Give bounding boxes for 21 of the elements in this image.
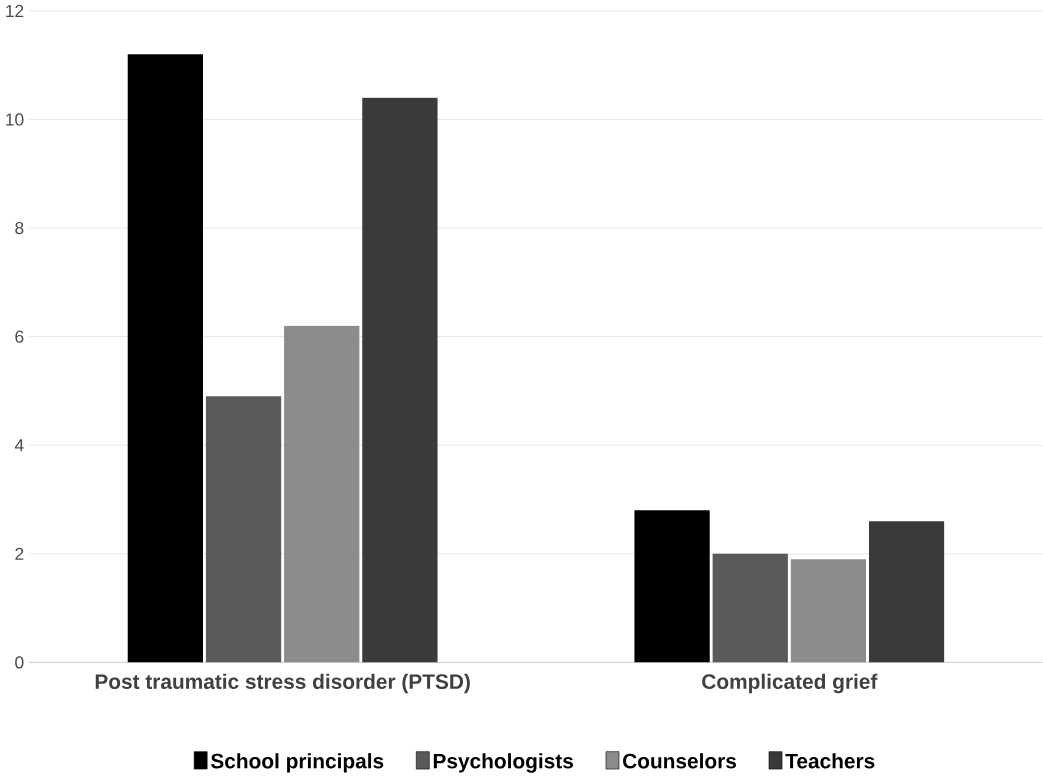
bar (127, 54, 204, 663)
y-tick-label: 2 (15, 547, 24, 560)
bar (205, 396, 282, 663)
bar (362, 97, 438, 663)
legend-label: Psychologists (433, 753, 573, 773)
bar (284, 325, 360, 663)
x-tick-label: Post traumatic stress disorder (PTSD) (95, 673, 470, 694)
y-tick-label: 10 (6, 113, 24, 126)
legend-label: Teachers (785, 753, 875, 769)
y-tick-label: 12 (6, 4, 24, 17)
bar (790, 559, 867, 663)
y-tick-label: 0 (15, 656, 24, 669)
x-tick-label: Complicated grief (702, 673, 878, 694)
bar (712, 553, 788, 663)
bar (634, 510, 710, 663)
legend-label: Counselors (623, 753, 737, 769)
y-tick-label: 6 (15, 330, 24, 343)
y-tick-label: 4 (14, 439, 24, 452)
bar (868, 521, 945, 663)
legend-label: School principals (210, 753, 384, 773)
y-tick-label: 8 (15, 221, 24, 235)
